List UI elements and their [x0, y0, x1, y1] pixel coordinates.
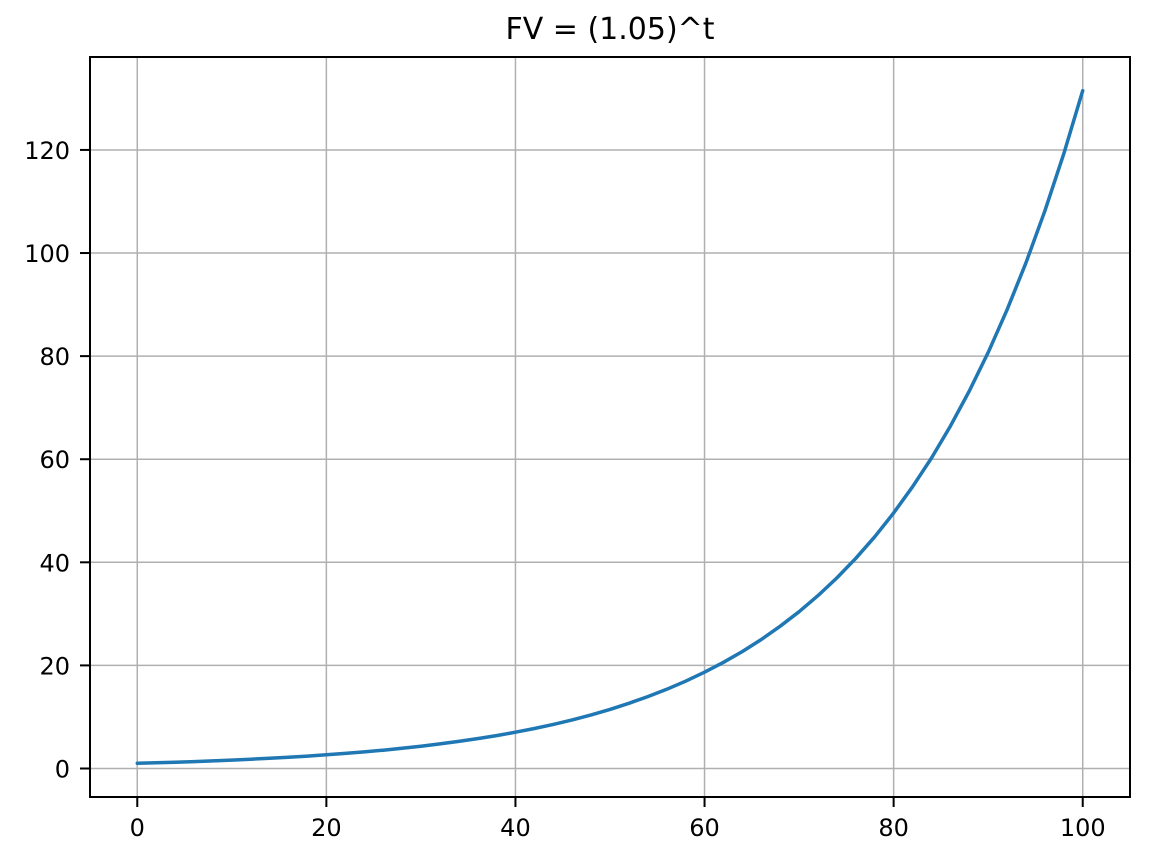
x-tick-label: 60: [689, 814, 720, 842]
x-tick-label: 80: [878, 814, 909, 842]
y-tick-label: 60: [39, 446, 70, 474]
chart-title: FV = (1.05)^t: [505, 12, 715, 47]
x-tick-label: 100: [1060, 814, 1106, 842]
x-tick-label: 20: [311, 814, 342, 842]
y-tick-label: 80: [39, 343, 70, 371]
y-tick-label: 120: [24, 137, 70, 165]
y-tick-label: 100: [24, 240, 70, 268]
y-tick-label: 40: [39, 549, 70, 577]
fv-curve: [135, 88, 1085, 766]
plot-border: [89, 56, 1131, 798]
x-tick-label: 40: [500, 814, 531, 842]
x-tick-label: 0: [130, 814, 145, 842]
y-tick-label: 20: [39, 652, 70, 680]
y-tick-label: 0: [55, 755, 70, 783]
